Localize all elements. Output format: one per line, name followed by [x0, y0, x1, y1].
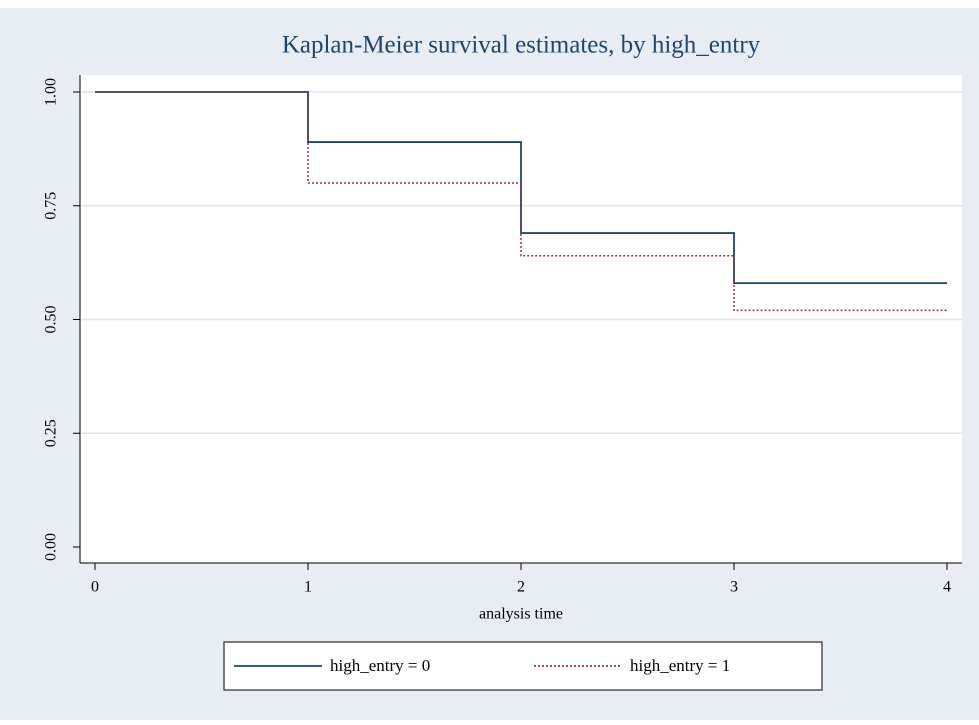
x-tick-label: 0 [91, 579, 99, 596]
x-tick-label: 4 [943, 579, 951, 596]
survival-line [95, 91, 947, 312]
legend-label: high_entry = 1 [630, 656, 730, 675]
x-axis-label: analysis time [479, 606, 563, 623]
legend [223, 641, 823, 691]
chart-title: Kaplan-Meier survival estimates, by high… [282, 32, 761, 59]
x-tick-label: 1 [304, 579, 312, 596]
y-tick-label: 0.00 [43, 533, 60, 561]
y-tick-label: 0.50 [43, 306, 60, 334]
y-tick-label: 0.75 [43, 192, 60, 220]
x-tick-label: 2 [517, 579, 525, 596]
y-tick-label: 1.00 [43, 78, 60, 106]
legend-label: high_entry = 0 [330, 656, 430, 675]
y-tick-label: 0.25 [43, 419, 60, 447]
x-tick-label: 3 [730, 579, 738, 596]
